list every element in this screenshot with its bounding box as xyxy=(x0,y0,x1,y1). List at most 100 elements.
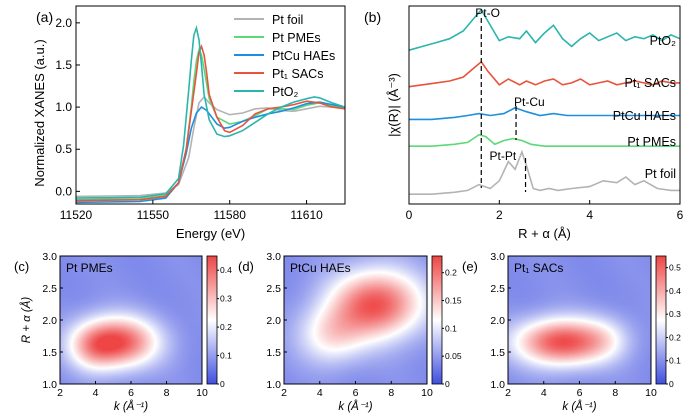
x-tick-label: 11550 xyxy=(137,208,170,222)
colorbar xyxy=(206,255,218,385)
y-tick-label: 0.0 xyxy=(55,184,72,198)
x-tick-label: 8 xyxy=(164,387,170,399)
x-tick-label: 6 xyxy=(677,208,684,222)
x-tick-label: 11610 xyxy=(290,208,323,222)
colorbar-tick-label: 0.1 xyxy=(669,356,681,366)
y-tick-label: 3.0 xyxy=(490,251,505,263)
x-tick-label: 6 xyxy=(577,387,583,399)
y-tick-label: 2.0 xyxy=(42,315,57,327)
ft-line-pto2 xyxy=(408,8,681,51)
panel-b-frame xyxy=(408,5,681,205)
x-tick-label: 0 xyxy=(406,208,413,222)
colorbar xyxy=(655,255,667,385)
colorbar-tick-label: 0 xyxy=(220,379,225,389)
x-axis-label: k (Å⁻¹) xyxy=(114,400,148,413)
x-tick-label: 4 xyxy=(586,208,593,222)
y-tick-label: 1.5 xyxy=(266,347,281,359)
colorbar-tick-label: 0 xyxy=(445,379,450,389)
y-axis-label: Normalized XANES (a.u.) xyxy=(32,39,47,186)
x-tick-label: 11520 xyxy=(60,208,93,222)
y-tick-label: 0.5 xyxy=(55,142,72,156)
legend-label-ptcu_haes: PtCu HAEs xyxy=(272,49,335,63)
x-tick-label: 4 xyxy=(317,387,323,399)
colorbar-tick-label: 0.4 xyxy=(669,286,681,296)
xanes-line-pto2 xyxy=(75,24,346,199)
ft-line-pt_foil xyxy=(409,149,680,195)
map-title: PtCu HAEs xyxy=(290,261,351,275)
series-label-pt1_sacs: Pt₁ SACs xyxy=(625,76,676,90)
x-tick-label: 4 xyxy=(541,387,547,399)
y-tick-label: 1.0 xyxy=(55,100,72,114)
x-tick-label: 2 xyxy=(496,208,503,222)
wavelet-map xyxy=(284,256,427,384)
xanes-line-ptcu_haes xyxy=(75,101,346,204)
x-axis-label: R + α (Å) xyxy=(518,226,571,241)
y-tick-label: 3.0 xyxy=(42,251,57,263)
wavelet-map xyxy=(508,256,651,384)
series-label-pt_pmes: Pt PMEs xyxy=(627,135,676,149)
xanes-line-pt_foil xyxy=(75,95,346,198)
panel-a-frame xyxy=(75,5,346,205)
y-tick-label: 2.5 xyxy=(266,283,281,295)
x-tick-label: 10 xyxy=(421,387,433,399)
series-label-pt_foil: Pt foil xyxy=(645,167,676,181)
panel-label: (d) xyxy=(238,259,254,274)
y-tick-label: 1.5 xyxy=(42,347,57,359)
y-tick-label: 3.0 xyxy=(266,251,281,263)
panel-label: (a) xyxy=(36,9,53,25)
legend-label-pt_pmes: Pt PMEs xyxy=(272,31,321,45)
colorbar-tick-label: 0.2 xyxy=(220,322,232,332)
panel-d-wavelet-ptcu-haes: 2 4 6 8 10 1.0 1.5 2.0 2.5 3.0 k (Å⁻¹) PtCu HAEs (d)… xyxy=(238,251,462,413)
legend-label-pt_foil: Pt foil xyxy=(272,13,303,27)
annotation-pt-cu: Pt-Cu xyxy=(514,95,545,109)
colorbar-tick-label: 0.4 xyxy=(220,265,232,275)
colorbar-tick-label: 0.1 xyxy=(220,351,232,361)
panel-a-xanes: 11520 11550 11580 11610 0.0 0.5 1.0 1.5 2.0 Energ… xyxy=(32,5,346,241)
x-tick-label: 2 xyxy=(505,387,511,399)
x-tick-label: 2 xyxy=(281,387,287,399)
colorbar-tick-label: 0.5 xyxy=(669,263,681,273)
panel-label: (e) xyxy=(462,259,478,274)
xanes-line-pt1_sacs xyxy=(75,44,346,202)
colorbar-tick-label: 0.05 xyxy=(445,351,462,361)
annotation-pt-o: Pt-O xyxy=(475,6,500,20)
ft-line-pt1_sacs xyxy=(408,60,680,88)
y-axis-label: R + α (Å) xyxy=(20,297,33,344)
panel-e-wavelet-pt1-sacs: 2 4 6 8 10 1.0 1.5 2.0 2.5 3.0 k (Å⁻¹) Pt₁ SACs (e) 0… xyxy=(462,251,681,413)
y-tick-label: 1.0 xyxy=(266,379,281,391)
panel-c-wavelet-pt-pmes: 2 4 6 8 10 1.0 1.5 2.0 2.5 3.0 k (Å⁻¹) R + α (Å) Pt … xyxy=(14,251,232,413)
series-label-pto2: PtO₂ xyxy=(650,34,677,48)
y-tick-label: 1.5 xyxy=(490,347,505,359)
x-tick-label: 4 xyxy=(93,387,99,399)
x-axis-label: k (Å⁻¹) xyxy=(562,400,596,413)
x-tick-label: 2 xyxy=(57,387,63,399)
y-tick-label: 2.0 xyxy=(266,315,281,327)
wavelet-map xyxy=(60,256,202,384)
colorbar-tick-label: 0.15 xyxy=(445,296,462,306)
y-tick-label: 1.0 xyxy=(490,379,505,391)
panel-b-ft-exafs: Pt-O Pt-Cu Pt-Pt PtO₂ Pt₁ SACs PtCu HAEs Pt PM… xyxy=(364,5,684,241)
y-tick-label: 1.5 xyxy=(55,58,72,72)
legend-label-pto2: PtO₂ xyxy=(272,85,299,99)
y-tick-label: 1.0 xyxy=(42,379,57,391)
x-tick-label: 11580 xyxy=(213,208,246,222)
colorbar-tick-label: 0 xyxy=(669,379,674,389)
y-axis-label: |χ(R)| (Å⁻³) xyxy=(386,73,401,137)
x-axis-label: Energy (eV) xyxy=(176,226,245,241)
x-tick-label: 10 xyxy=(196,387,208,399)
y-tick-label: 2.5 xyxy=(490,283,505,295)
map-title: Pt₁ SACs xyxy=(514,261,563,275)
colorbar-tick-label: 0.2 xyxy=(669,332,681,342)
x-tick-label: 6 xyxy=(353,387,359,399)
x-tick-label: 10 xyxy=(645,387,657,399)
colorbar xyxy=(431,255,443,385)
colorbar-tick-label: 0.2 xyxy=(445,268,457,278)
x-axis-label: k (Å⁻¹) xyxy=(338,400,372,413)
x-tick-label: 8 xyxy=(612,387,618,399)
colorbar-tick-label: 0.3 xyxy=(220,294,232,304)
y-tick-label: 2.0 xyxy=(55,16,72,30)
ft-line-ptcu_haes xyxy=(409,106,680,121)
x-tick-label: 8 xyxy=(388,387,394,399)
legend-label-pt1_sacs: Pt₁ SACs xyxy=(272,67,323,81)
panel-label: (b) xyxy=(364,9,381,25)
